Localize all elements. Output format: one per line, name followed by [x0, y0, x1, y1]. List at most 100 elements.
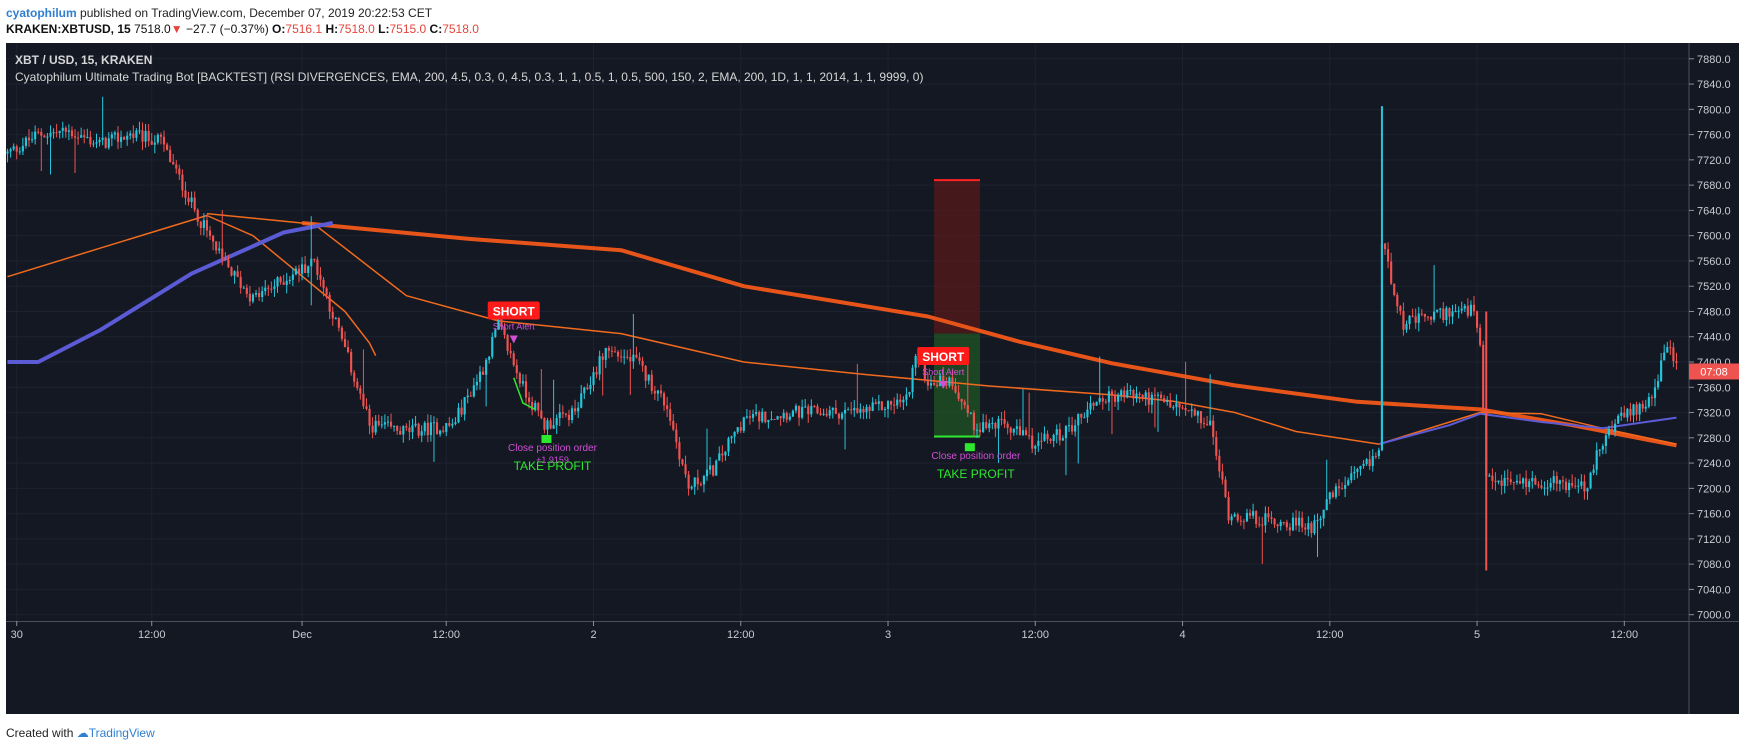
candle-body — [359, 388, 362, 394]
grid — [6, 43, 1689, 621]
candle-body — [767, 420, 770, 423]
price-tick-label: 7520.0 — [1697, 281, 1731, 293]
pnl-label: +1.9159 — [536, 455, 569, 465]
candle-body — [52, 132, 55, 134]
price-tick-label: 7840.0 — [1697, 79, 1731, 91]
candle-body — [564, 413, 567, 415]
candle-body — [297, 268, 301, 274]
tp-marker — [541, 434, 552, 443]
candle-body — [1632, 404, 1635, 416]
candle-body — [61, 127, 64, 131]
candle-body — [748, 416, 752, 418]
candle-body — [362, 393, 365, 407]
candle-body — [1377, 450, 1380, 457]
candle-body — [319, 274, 322, 280]
candle-body — [386, 421, 390, 423]
time-tick-label: 2 — [590, 629, 596, 641]
close-order-label: Close position order — [931, 451, 1021, 462]
candle-body — [1285, 522, 1288, 528]
candle-body — [629, 356, 632, 362]
candle-body — [512, 353, 515, 366]
candle-body — [1607, 429, 1611, 436]
candle-body — [524, 381, 528, 398]
candle-body — [64, 127, 67, 132]
candle-body — [95, 142, 98, 144]
candle-body — [445, 423, 448, 432]
candle-body — [98, 139, 101, 143]
candle-body — [1049, 439, 1052, 441]
candle-body — [258, 293, 261, 298]
candle-body — [626, 356, 629, 358]
candle-body — [1451, 311, 1454, 317]
candle-body — [546, 420, 549, 430]
candle-body — [1494, 480, 1497, 483]
candle-body — [871, 402, 874, 411]
candle-body — [1534, 478, 1537, 485]
time-tick-label: 12:00 — [432, 629, 460, 641]
candle-body — [761, 411, 764, 422]
author-link[interactable]: cyatophilum — [6, 6, 77, 20]
candle-body — [230, 267, 233, 276]
short-alert-label: Short Alert — [493, 321, 536, 331]
candle-body — [1515, 480, 1519, 483]
candle-body — [288, 279, 291, 281]
price-tick-label: 7760.0 — [1697, 130, 1731, 142]
chart-panel[interactable]: SHORT Short Alert Close position order +1.9… — [6, 43, 1739, 719]
candle-body — [994, 423, 997, 429]
candle-body — [1482, 344, 1485, 410]
candle-body — [1147, 392, 1150, 405]
candle-body — [543, 418, 546, 430]
candle-body — [702, 476, 706, 485]
candle-body — [613, 351, 617, 353]
published-text: published on TradingView.com, December 0… — [80, 6, 433, 20]
candle-body — [853, 407, 856, 411]
candle-body — [261, 291, 264, 298]
candle-body — [1540, 485, 1543, 488]
time-tick-label: Dec — [292, 629, 312, 641]
candle-body — [481, 371, 485, 375]
stop-loss-zone — [934, 180, 981, 334]
candle-body — [1089, 403, 1092, 410]
take-profit-label: TAKE PROFIT — [514, 459, 592, 473]
short-label-bg — [487, 301, 540, 320]
tradingview-link[interactable]: TradingView — [88, 726, 155, 740]
candle-body — [1371, 456, 1374, 467]
candle-body — [175, 164, 178, 169]
candle-body — [1159, 394, 1163, 399]
candle-body — [1199, 411, 1203, 424]
candle-body — [549, 420, 552, 429]
candle-body — [558, 412, 561, 419]
candle-body — [1420, 313, 1423, 315]
price-tick-label: 7000.0 — [1697, 610, 1731, 622]
time-tick-label: 3 — [885, 629, 891, 641]
candle-body — [604, 347, 607, 360]
candle-body — [1166, 400, 1169, 403]
high-label: H: — [325, 22, 339, 36]
candle-body — [83, 135, 86, 138]
candle-body — [1402, 311, 1405, 330]
down-arrow-icon: ▼ — [170, 22, 183, 36]
candle-body — [144, 130, 147, 142]
candle-body — [1463, 305, 1466, 309]
candle-body — [331, 311, 334, 319]
candle-body — [89, 136, 92, 145]
candle-body — [1617, 415, 1620, 424]
candle-body — [110, 134, 113, 139]
symbol-label: KRAKEN:XBTUSD, 15 — [6, 22, 131, 36]
candle-body — [914, 356, 917, 368]
candle-body — [1331, 492, 1334, 498]
candle-body — [1095, 402, 1098, 406]
footer: Created with ☁TradingView — [6, 726, 155, 740]
indicator-legend[interactable]: Cyatophilum Ultimate Trading Bot [BACKTE… — [15, 70, 924, 84]
candle-body — [699, 484, 702, 486]
price-tick-label: 7080.0 — [1697, 559, 1731, 571]
candle-body — [902, 399, 905, 403]
candle-body — [899, 399, 902, 403]
candle-body — [1356, 469, 1359, 472]
pair-legend[interactable]: XBT / USD, 15, KRAKEN — [15, 53, 153, 67]
candle-body — [610, 350, 613, 352]
candle-body — [294, 268, 297, 275]
candle-body — [1635, 404, 1638, 415]
candle-body — [1218, 455, 1221, 472]
